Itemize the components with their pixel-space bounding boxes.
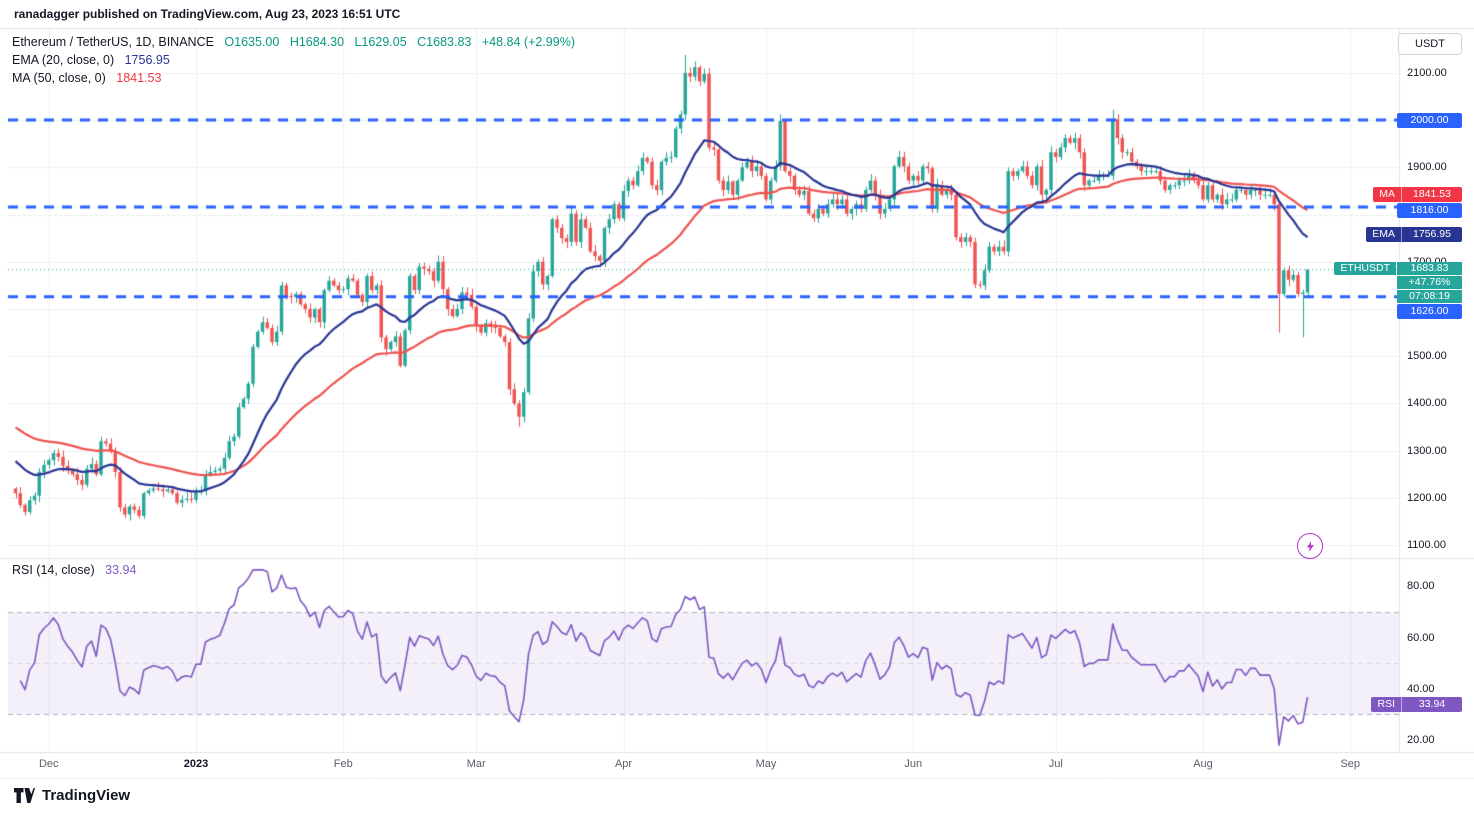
time-axis-label: 2023 [183,758,209,770]
symbol-badge-countdown: 07:08:19 [1397,290,1462,304]
symbol-badge-change: +47.76% [1397,276,1462,290]
symbol-legend-row[interactable]: Ethereum / TetherUS, 1D, BINANCE O1635.0… [12,33,575,51]
ma-price-badge: MA 1841.53 [1373,187,1462,203]
time-axis-label: Aug [1193,758,1213,770]
ohlc-high: H1684.30 [289,35,345,49]
chart-legend: Ethereum / TetherUS, 1D, BINANCE O1635.0… [12,33,575,87]
rsi-badge-label: RSI [1371,696,1402,712]
lightning-bolt-glyph [1306,540,1314,552]
price-axis-label: 1400.00 [1407,397,1447,410]
symbol-price-badge: ETHUSDT 1683.83 +47.76% 07:08:19 [1334,262,1462,304]
symbol-title: Ethereum / TetherUS, 1D, BINANCE [12,35,214,49]
currency-button[interactable]: USDT [1398,33,1462,55]
ma-value: 1841.53 [116,71,162,85]
time-axis-label: Apr [614,758,633,770]
rsi-legend-row[interactable]: RSI (14, close) 33.94 [12,563,136,577]
rsi-value-badge: RSI 33.94 [1371,696,1462,712]
rsi-label: RSI (14, close) [12,563,95,577]
tradingview-logo-text: TradingView [42,787,131,804]
level-price-badge: 1816.00 [1397,203,1462,219]
ma-badge-value: 1841.53 [1413,188,1451,201]
ema-badge-label: EMA [1366,227,1402,243]
price-axis-label: 1900.00 [1407,161,1447,174]
ma-badge-label: MA [1373,187,1402,203]
ema-price-badge: EMA 1756.95 [1366,227,1462,243]
time-axis-label: Jul [1048,758,1063,770]
ema-badge-value: 1756.95 [1413,228,1451,241]
rsi-value: 33.94 [105,563,137,577]
price-axis-label: 1100.00 [1407,539,1446,552]
ohlc-low: L1629.05 [354,35,407,49]
level-badge-value: 2000.00 [1410,113,1449,126]
ema-legend-row[interactable]: EMA (20, close, 0) 1756.95 [12,51,575,69]
ohlc-change: +48.84 (+2.99%) [481,35,575,49]
lightning-icon[interactable] [1297,533,1323,559]
publish-byline-text: ranadagger published on TradingView.com,… [14,7,401,21]
time-axis-label: Dec [38,758,59,770]
price-axis-label: 1500.00 [1407,350,1447,363]
rsi-badge-value: 33.94 [1418,697,1446,710]
level-badge-value: 1626.00 [1410,305,1449,318]
time-axis-label: Sep [1340,758,1361,770]
ma-label: MA (50, close, 0) [12,71,106,85]
rsi-axis-label: 20.00 [1407,733,1435,746]
level-price-badge: 2000.00 [1397,112,1462,128]
symbol-badge-ticker: ETHUSDT [1334,262,1396,276]
tradingview-logo-icon [14,788,35,803]
ma-legend-row[interactable]: MA (50, close, 0) 1841.53 [12,69,575,87]
ema-value: 1756.95 [124,53,170,67]
level-price-badge: 1626.00 [1397,304,1462,320]
level-badge-value: 1816.00 [1410,204,1449,217]
tradingview-logo[interactable]: TradingView [14,787,130,804]
rsi-axis-label: 80.00 [1407,580,1435,593]
time-axis-label: Feb [333,758,353,770]
symbol-badge-price: 1683.83 [1397,262,1462,276]
rsi-axis-label: 60.00 [1407,631,1435,644]
time-axis-label: Mar [466,758,486,770]
rsi-axis-label: 40.00 [1407,682,1435,695]
time-axis-label: May [755,758,777,770]
price-axis-label: 1300.00 [1407,444,1447,457]
ohlc-open: O1635.00 [224,35,280,49]
publish-byline: ranadagger published on TradingView.com,… [0,0,1474,28]
time-axis-label: Jun [904,758,923,770]
ohlc-close: C1683.83 [417,35,472,49]
price-axis-label: 1200.00 [1407,491,1447,504]
ema-label: EMA (20, close, 0) [12,53,115,67]
price-axis-label: 2100.00 [1407,66,1447,79]
